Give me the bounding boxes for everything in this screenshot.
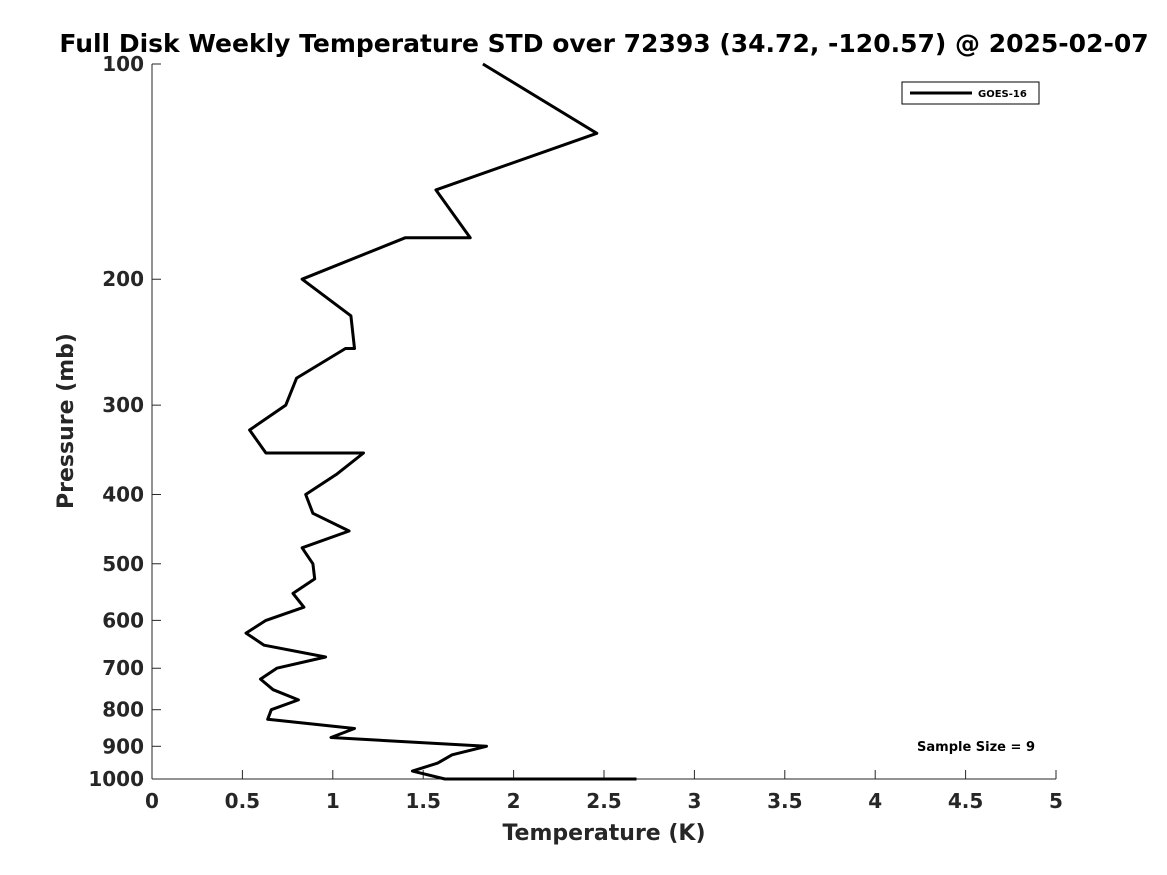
y-axis-label: Pressure (mb) (54, 333, 79, 509)
y-tick-label: 700 (102, 656, 144, 680)
chart-title: Full Disk Weekly Temperature STD over 72… (59, 29, 1148, 58)
ticks: 0 0.5 1 1.5 2 2.5 3 3.5 4 4.5 5 100 200 300 400 500 600 7… (88, 52, 1063, 813)
y-tick-label: 200 (102, 267, 144, 291)
x-tick-label: 1 (326, 789, 340, 813)
y-tick-label: 300 (102, 393, 144, 417)
y-tick-label: 900 (102, 734, 144, 758)
y-tick-label: 100 (102, 52, 144, 76)
x-tick-label: 0 (145, 789, 159, 813)
x-tick-label: 2 (507, 789, 521, 813)
legend-label: GOES-16 (978, 89, 1027, 100)
y-tick-label: 600 (102, 608, 144, 632)
series-layer (244, 62, 637, 781)
y-tick-label: 500 (102, 552, 144, 576)
x-tick-label: 3.5 (767, 789, 802, 813)
y-tick-label: 1000 (88, 767, 144, 791)
x-tick-label: 4 (868, 789, 882, 813)
x-axis-label: Temperature (K) (502, 821, 705, 846)
series-line-goes16 (244, 62, 637, 781)
x-tick-label: 1.5 (405, 789, 440, 813)
sample-size-annotation: Sample Size = 9 (917, 740, 1035, 755)
x-tick-label: 2.5 (586, 789, 621, 813)
x-tick-label: 0.5 (225, 789, 260, 813)
legend: GOES-16 (901, 81, 1040, 105)
x-tick-label: 5 (1049, 789, 1063, 813)
x-tick-label: 3 (687, 789, 701, 813)
y-tick-label: 400 (102, 482, 144, 506)
y-tick-label: 800 (102, 698, 144, 722)
x-tick-label: 4.5 (948, 789, 983, 813)
axes (151, 64, 1056, 780)
